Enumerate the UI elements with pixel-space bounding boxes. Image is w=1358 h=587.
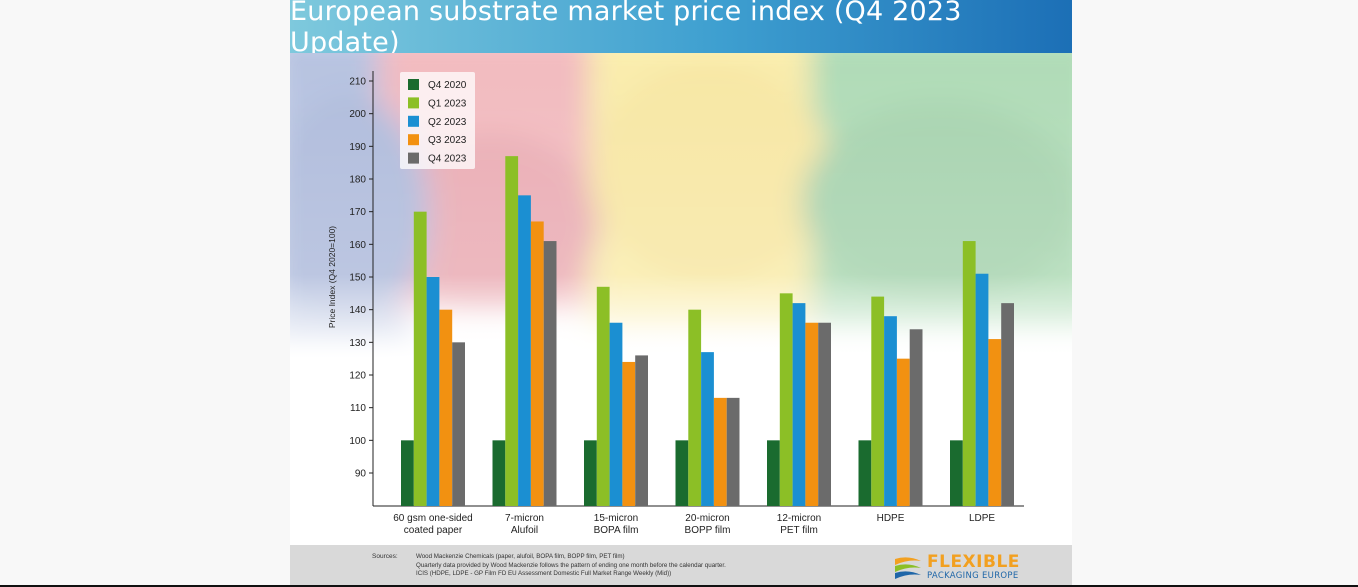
source-line: Wood Mackenzie Chemicals (paper, alufoil… [416, 553, 625, 560]
y-tick-label: 110 [350, 403, 366, 414]
bar-q3-2023 [530, 221, 544, 506]
bar-q4-2023 [1001, 303, 1014, 506]
bar-q4-2023 [635, 355, 648, 506]
legend-label: Q4 2020 [428, 80, 467, 91]
bar-q4-2020 [675, 440, 689, 506]
page-title: European substrate market price index (Q… [290, 0, 962, 58]
x-tick-label: Alufoil [511, 525, 538, 536]
y-tick-label: 90 [355, 469, 367, 480]
bar-q1-2023 [962, 241, 976, 507]
y-axis-title: Price Index (Q4 2020=100) [327, 226, 337, 328]
y-tick-label: 100 [349, 436, 366, 447]
x-tick-label: PET film [780, 525, 818, 536]
bar-q4-2023 [726, 397, 740, 506]
legend-swatch [408, 79, 419, 90]
infographic-card: European substrate market price index (Q… [290, 0, 1072, 587]
x-tick-label: 12-micron [777, 513, 821, 524]
y-tick-label: 190 [349, 142, 366, 153]
chart-bars [401, 156, 1014, 507]
legend-label: Q3 2023 [428, 135, 467, 146]
logo-swoosh-icon [895, 557, 921, 579]
legend-swatch [408, 134, 419, 146]
bar-q1-2023 [413, 211, 427, 506]
title-banner: European substrate market price index (Q… [290, 0, 1072, 58]
legend-label: Q2 2023 [428, 117, 467, 128]
legend-swatch [408, 115, 419, 127]
sources-footer: Sources: Wood Mackenzie Chemicals (paper… [290, 545, 1072, 587]
legend-swatch [408, 97, 419, 109]
bar-q4-2020 [492, 440, 506, 506]
logo-text-flexible: FLEXIBLE [927, 552, 1020, 572]
x-tick-label: 7-micron [505, 513, 544, 524]
window-bottom-edge [0, 585, 1358, 587]
bar-q3-2023 [896, 358, 910, 506]
bar-q2-2023 [975, 273, 989, 506]
y-tick-label: 180 [349, 175, 366, 186]
bar-q2-2023 [792, 303, 806, 506]
y-tick-label: 200 [349, 109, 366, 120]
bar-q4-2023 [909, 329, 923, 506]
bar-q4-2023 [543, 241, 557, 507]
bar-q4-2023 [818, 322, 831, 506]
bar-q1-2023 [688, 309, 702, 506]
y-tick-label: 140 [349, 305, 366, 316]
bar-q3-2023 [988, 339, 1002, 506]
bar-q1-2023 [505, 156, 519, 506]
bar-q1-2023 [779, 293, 793, 506]
x-tick-label: 20-micron [685, 513, 729, 524]
x-tick-label: BOPP film [685, 525, 731, 536]
bar-q4-2020 [401, 440, 414, 506]
sources-label: Sources: [372, 553, 398, 560]
bar-q1-2023 [871, 296, 885, 506]
flexible-packaging-europe-logo: FLEXIBLE PACKAGING EUROPE [893, 552, 1023, 582]
bar-q4-2020 [950, 440, 963, 506]
bar-q4-2020 [584, 440, 597, 506]
y-tick-label: 150 [349, 273, 366, 284]
bar-q2-2023 [426, 277, 440, 506]
x-tick-label: HDPE [877, 513, 905, 524]
bar-q3-2023 [805, 322, 819, 506]
bar-q2-2023 [609, 322, 623, 506]
logo-text-packaging-europe: PACKAGING EUROPE [927, 571, 1019, 581]
y-tick-label: 170 [349, 207, 366, 218]
source-line: ICIS (HDPE, LDPE - GP Film FD EU Assessm… [416, 570, 672, 577]
bar-q3-2023 [713, 397, 727, 506]
x-tick-label: 60 gsm one-sided [393, 513, 473, 524]
bar-q2-2023 [701, 352, 714, 506]
bar-q4-2020 [767, 440, 780, 506]
chart-legend: Q4 2020 Q1 2023 Q2 2023 Q3 2023 Q4 2023 [400, 72, 475, 169]
y-tick-label: 120 [349, 371, 366, 382]
source-line: Quarterly data provided by Wood Mackenzi… [416, 561, 726, 569]
x-tick-label: BOPA film [594, 525, 639, 536]
x-tick-label: coated paper [404, 525, 463, 536]
x-tick-label: LDPE [969, 513, 995, 524]
bar-q2-2023 [884, 316, 897, 506]
bar-q2-2023 [518, 195, 531, 507]
y-tick-label: 210 [349, 77, 366, 88]
legend-label: Q4 2023 [428, 154, 467, 165]
legend-label: Q1 2023 [428, 98, 467, 109]
x-tick-label: 15-micron [594, 513, 638, 524]
bar-q1-2023 [596, 286, 610, 506]
bar-q3-2023 [622, 361, 636, 506]
bar-chart: 90 100 110 120 130 140 150 160 170 180 190 200 210 Pr… [327, 71, 1024, 536]
y-tick-label: 130 [349, 338, 366, 349]
y-tick-label: 160 [349, 240, 366, 251]
bar-q3-2023 [439, 309, 453, 506]
bar-q4-2023 [452, 342, 465, 506]
bar-q4-2020 [858, 440, 872, 506]
sources-list: Wood Mackenzie Chemicals (paper, alufoil… [416, 553, 726, 579]
legend-swatch [408, 152, 419, 164]
